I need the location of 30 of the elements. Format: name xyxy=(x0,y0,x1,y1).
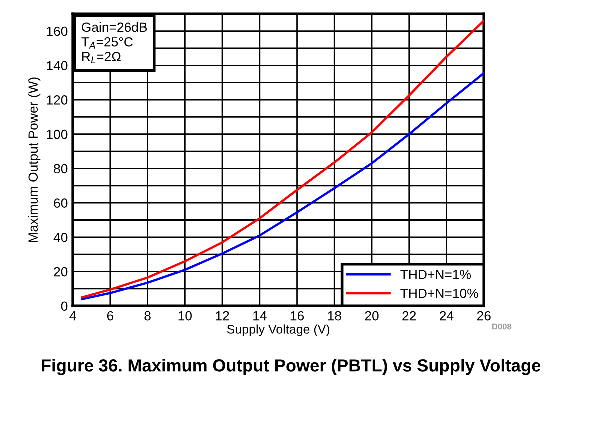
legend-label: THD+N=10% xyxy=(400,288,478,298)
x-tick-label: 20 xyxy=(365,311,379,321)
y-tick-label: 100 xyxy=(47,130,68,140)
legend-label: THD+N=1% xyxy=(400,270,472,280)
x-tick-label: 14 xyxy=(254,312,267,321)
annotation: Gain=26dB T$_{A}$=25°C R$_{L}$=2Ω xyxy=(82,22,148,64)
x-tick-label: 6 xyxy=(107,311,114,321)
x-tick-label: 16 xyxy=(290,311,304,321)
line-series xyxy=(81,20,484,299)
line-series xyxy=(81,72,484,300)
x-axis-title: Supply Voltage (V) xyxy=(227,324,330,336)
x-tick-label: 26 xyxy=(477,311,491,321)
x-tick-label: 18 xyxy=(328,311,342,321)
y-axis-title: Maximum Output Power (W) xyxy=(28,78,41,242)
y-tick-label: 140 xyxy=(47,61,68,71)
y-tick-label: 0 xyxy=(61,302,68,312)
x-tick-label: 4 xyxy=(70,312,76,321)
x-tick-label: 22 xyxy=(402,311,416,321)
y-tick-label: 160 xyxy=(47,26,68,36)
x-tick-label: 10 xyxy=(178,311,192,321)
x-tick-label: 12 xyxy=(216,311,230,321)
y-tick-label: 80 xyxy=(54,164,68,174)
y-tick-label: 40 xyxy=(54,233,68,242)
y-tick-label: 20 xyxy=(54,267,68,277)
x-tick-label: 24 xyxy=(440,311,454,321)
text: D008 xyxy=(492,324,512,330)
x-tick-label: 8 xyxy=(144,311,151,321)
y-tick-label: 120 xyxy=(47,96,68,105)
text: Figure 36. Maximum Output Power (PBTL) vs Supply Voltage xyxy=(42,359,541,376)
y-tick-label: 60 xyxy=(54,198,68,208)
